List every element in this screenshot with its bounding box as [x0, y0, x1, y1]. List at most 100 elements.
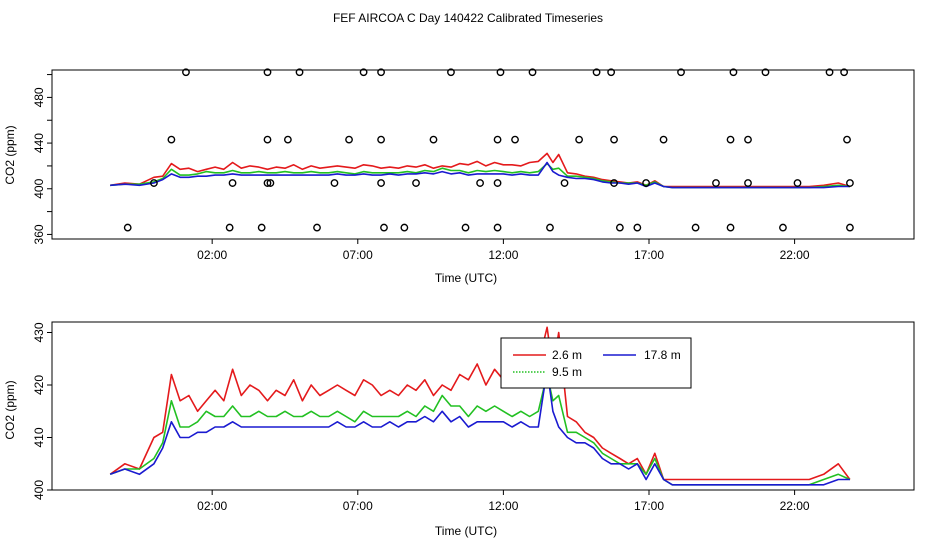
flag-point: [615, 223, 624, 232]
series-line-17-8-m: [109, 368, 850, 486]
flag-point: [380, 223, 388, 232]
legend-box: [500, 337, 692, 389]
flag-point: [633, 223, 642, 232]
flag-point: [182, 68, 190, 77]
flag-point: [642, 179, 650, 187]
flag-point: [225, 223, 234, 232]
series-line-2-6-m: [110, 152, 851, 188]
flag-point: [592, 68, 601, 77]
flag-point: [761, 68, 770, 77]
flag-point: [726, 223, 735, 232]
flag-point: [150, 179, 158, 187]
flag-point: [493, 223, 502, 232]
flag-point: [496, 68, 505, 77]
x-tick-label: 12:00: [488, 499, 518, 513]
flag-point: [476, 179, 484, 187]
legend-label-9-5m: 9.5 m: [552, 365, 582, 379]
flag-point: [744, 135, 752, 144]
flag-point: [511, 135, 519, 144]
x-tick-label: 02:00: [197, 248, 227, 262]
x-tick-label: 22:00: [780, 248, 810, 262]
y-tick-label: 440: [32, 133, 46, 153]
top-y-axis-label: CO2 (ppm): [3, 125, 17, 184]
bottom-x-axis-label: Time (UTC): [435, 524, 497, 538]
flag-point: [712, 179, 720, 187]
flag-point: [528, 68, 537, 77]
flag-point: [377, 68, 385, 77]
flag-point: [659, 135, 668, 144]
y-tick-label: 400: [32, 178, 46, 198]
top-x-axis-label: Time (UTC): [435, 271, 497, 285]
flag-point: [263, 135, 272, 144]
flag-point: [345, 135, 353, 144]
bottom-plot-area: 400 410 420 430 02:00 07:00 12:00 17:00 22:00: [32, 322, 851, 513]
legend: 2.6 m 17.8 m 9.5 m: [500, 337, 692, 389]
bottom-plot-frame: [51, 321, 915, 491]
flag-point: [726, 135, 735, 144]
flag-point: [283, 135, 292, 144]
x-tick-label: 07:00: [343, 248, 373, 262]
flag-point: [843, 135, 851, 144]
flag-point: [607, 68, 616, 77]
flag-point: [840, 68, 849, 77]
flag-point: [412, 179, 420, 187]
flag-point: [359, 68, 368, 77]
y-tick-label: 420: [32, 375, 46, 395]
flag-point: [825, 68, 834, 77]
flag-point: [493, 179, 502, 187]
x-tick-label: 12:00: [488, 248, 518, 262]
x-tick-label: 22:00: [780, 499, 810, 513]
flag-point: [295, 68, 304, 77]
flag-point: [575, 135, 584, 144]
top-panel: 360 400 440 480 02:00 07:00 12:00 17:00 22:00 Ti…: [3, 68, 915, 285]
bottom-y-axis-label: CO2 (ppm): [3, 380, 17, 439]
flag-point: [123, 223, 132, 232]
figure-title: FEF AIRCOA C Day 140422 Calibrated Times…: [333, 11, 603, 25]
flag-point: [447, 68, 455, 77]
y-tick-label: 360: [32, 224, 46, 244]
flag-point: [691, 223, 700, 232]
flag-point: [228, 179, 237, 187]
flag-point: [313, 223, 321, 232]
y-tick-label: 430: [32, 322, 46, 342]
x-tick-label: 17:00: [634, 499, 664, 513]
flag-point: [400, 223, 409, 232]
x-tick-label: 02:00: [197, 499, 227, 513]
legend-label-17-8m: 17.8 m: [644, 348, 681, 362]
x-tick-label: 17:00: [634, 248, 664, 262]
flag-point: [546, 223, 554, 232]
series-line-17-8-m: [110, 161, 850, 189]
series-line-2-6-m: [109, 326, 851, 481]
flag-point: [257, 223, 266, 232]
flag-point: [793, 179, 802, 187]
flag-point: [610, 135, 618, 144]
flag-point: [266, 179, 275, 187]
flag-point: [729, 68, 738, 77]
y-tick-label: 480: [32, 87, 46, 107]
flag-point: [560, 179, 569, 187]
legend-label-2-6m: 2.6 m: [552, 348, 582, 362]
flag-point: [263, 179, 272, 187]
flag-point: [677, 68, 685, 77]
flag-point: [167, 135, 176, 144]
flag-point: [846, 179, 854, 187]
flag-point: [461, 223, 470, 232]
top-plot-area: 360 400 440 480 02:00 07:00 12:00 17:00 22:00: [32, 68, 854, 262]
flag-point: [779, 223, 787, 232]
flag-point: [429, 135, 438, 144]
flag-point: [263, 68, 272, 77]
flag-point: [493, 135, 502, 144]
x-tick-label: 07:00: [343, 499, 373, 513]
flag-point: [846, 223, 854, 232]
bottom-panel: 400 410 420 430 02:00 07:00 12:00 17:00 22:00 Ti…: [3, 321, 915, 538]
y-tick-label: 400: [32, 480, 46, 500]
flag-point: [744, 179, 752, 187]
flag-point: [610, 179, 618, 187]
flag-point: [377, 179, 385, 187]
top-plot-frame: [51, 69, 915, 240]
flag-point: [377, 135, 385, 144]
flag-point: [330, 179, 339, 187]
y-tick-label: 410: [32, 427, 46, 447]
